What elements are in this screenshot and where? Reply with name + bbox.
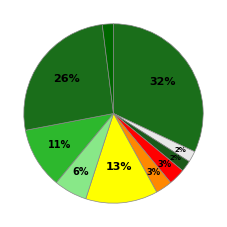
Wedge shape: [114, 114, 171, 192]
Text: 2%: 2%: [174, 147, 186, 153]
Text: 6%: 6%: [73, 168, 89, 178]
Text: 3%: 3%: [147, 168, 161, 177]
Text: 11%: 11%: [48, 141, 71, 151]
Wedge shape: [114, 24, 203, 152]
Wedge shape: [114, 114, 195, 162]
Wedge shape: [114, 114, 183, 183]
Wedge shape: [114, 114, 189, 171]
Wedge shape: [24, 25, 114, 130]
Text: 2%: 2%: [169, 155, 181, 161]
Text: 13%: 13%: [105, 162, 132, 172]
Wedge shape: [102, 24, 114, 114]
Text: 32%: 32%: [149, 77, 176, 87]
Text: 3%: 3%: [157, 160, 171, 169]
Text: 26%: 26%: [53, 74, 80, 84]
Wedge shape: [25, 114, 114, 183]
Wedge shape: [56, 114, 114, 199]
Wedge shape: [86, 114, 157, 203]
